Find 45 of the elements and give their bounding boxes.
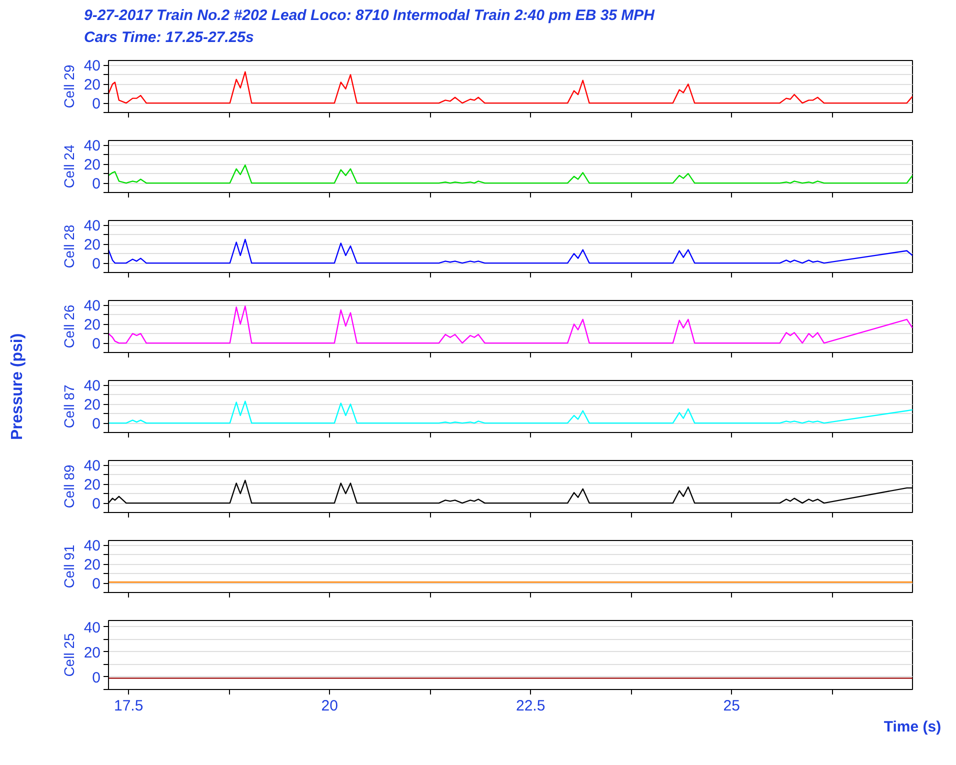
- x-tick-label: 25: [723, 698, 740, 714]
- y-tick-label: 0: [92, 256, 100, 273]
- text: Pressure (psi): [8, 333, 27, 440]
- y-tick-label: 40: [84, 138, 101, 155]
- x-tick-label: 20: [321, 698, 338, 714]
- y-axis-title: Cell 91: [60, 544, 77, 588]
- y-tick-label: 20: [84, 76, 101, 94]
- y-axis-title: Cell 25: [60, 632, 77, 677]
- y-tick-label: 20: [84, 644, 101, 662]
- y-tick-label: 40: [84, 538, 101, 555]
- y-axis-title: Cell 87: [60, 384, 77, 428]
- y-tick-label: 0: [92, 176, 100, 193]
- y-axis-title: Cell 26: [60, 304, 77, 348]
- y-tick-label: 40: [84, 58, 101, 75]
- y-tick-label: 20: [84, 316, 101, 334]
- y-tick-label: 40: [84, 378, 101, 395]
- y-tick-label: 40: [84, 619, 101, 636]
- y-tick-label: 20: [84, 476, 101, 494]
- line-series: [108, 238, 912, 264]
- y-tick-label: 40: [84, 218, 101, 235]
- y-axis-title: Cell 29: [60, 64, 77, 108]
- x-tick-label: 17.5: [114, 698, 144, 714]
- y-tick-label: 0: [92, 416, 100, 433]
- line-series: [108, 400, 912, 424]
- y-tick-label: 0: [92, 96, 100, 113]
- line-series: [108, 71, 912, 104]
- y-tick-label: 20: [84, 396, 101, 414]
- y-tick-label: 20: [84, 236, 101, 254]
- y-tick-label: 0: [92, 669, 100, 686]
- y-tick-label: 40: [84, 298, 101, 315]
- chart-subtitle: Cars Time: 17.25-27.25s: [84, 28, 255, 48]
- y-tick-label: 40: [84, 458, 101, 475]
- y-tick-label: 20: [84, 556, 101, 574]
- y-tick-label: 0: [92, 496, 100, 513]
- y-tick-label: 0: [92, 336, 100, 353]
- y-tick-label: 20: [84, 156, 101, 174]
- y-axis-title: Cell 89: [60, 464, 77, 508]
- line-series: [108, 306, 912, 344]
- y-axis-title: Cell 24: [60, 144, 77, 188]
- x-tick-label: 22.5: [516, 698, 546, 714]
- x-axis-title: Time (s): [884, 718, 942, 736]
- y-axis-title: Cell 28: [60, 224, 77, 268]
- y-tick-label: 0: [92, 576, 100, 593]
- line-series: [108, 164, 912, 184]
- chart-title: 9-27-2017 Train No.2 #202 Lead Loco: 8710 Intermodal Train 2:40 pm EB 35 MPH: [84, 6, 654, 26]
